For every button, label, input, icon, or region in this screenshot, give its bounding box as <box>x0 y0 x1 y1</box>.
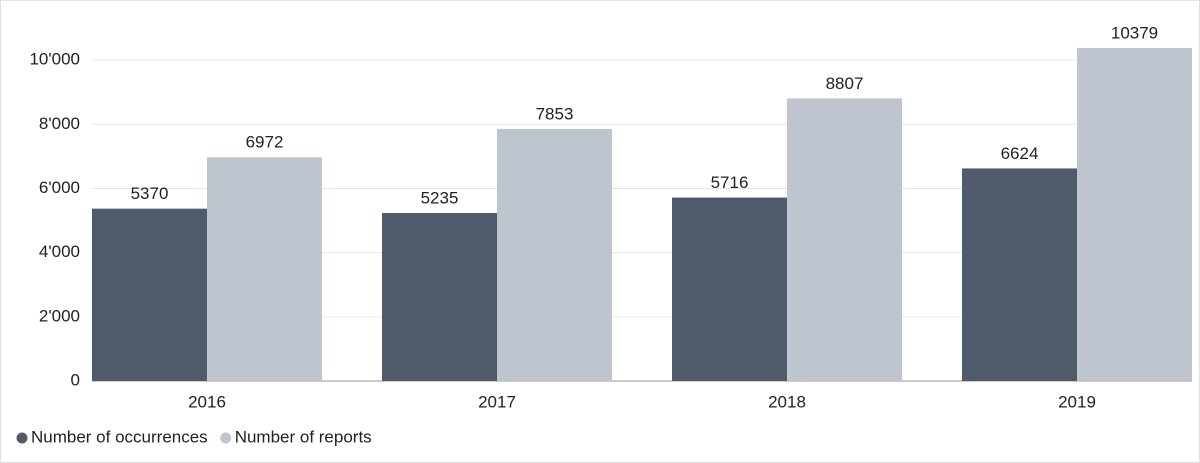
legend-label: Number of occurrences <box>31 427 208 446</box>
bar <box>497 128 612 381</box>
x-tick-label: 2018 <box>768 392 806 411</box>
x-tick-label: 2017 <box>478 392 516 411</box>
x-tick-label: 2019 <box>1058 392 1096 411</box>
bar <box>787 98 902 381</box>
legend-marker <box>220 432 232 444</box>
value-label: 7853 <box>536 104 574 123</box>
bar <box>92 208 207 381</box>
y-tick-label: 4'000 <box>39 242 80 261</box>
bar <box>382 213 497 381</box>
value-label: 5235 <box>421 188 459 207</box>
y-tick-label: 8'000 <box>39 114 80 133</box>
y-tick-label: 10'000 <box>29 50 80 69</box>
value-label: 5716 <box>711 173 749 192</box>
value-label: 10379 <box>1111 23 1158 42</box>
bar <box>1077 47 1192 381</box>
bar <box>672 197 787 381</box>
y-tick-label: 6'000 <box>39 178 80 197</box>
value-label: 8807 <box>826 74 864 93</box>
bar <box>207 157 322 381</box>
legend-marker <box>16 432 28 444</box>
y-tick-label: 2'000 <box>39 306 80 325</box>
bar <box>962 168 1077 381</box>
value-label: 5370 <box>131 184 169 203</box>
legend-label: Number of reports <box>235 427 372 446</box>
value-label: 6624 <box>1001 144 1039 163</box>
value-label: 6972 <box>246 133 284 152</box>
x-tick-label: 2016 <box>188 392 226 411</box>
y-tick-label: 0 <box>71 370 80 389</box>
